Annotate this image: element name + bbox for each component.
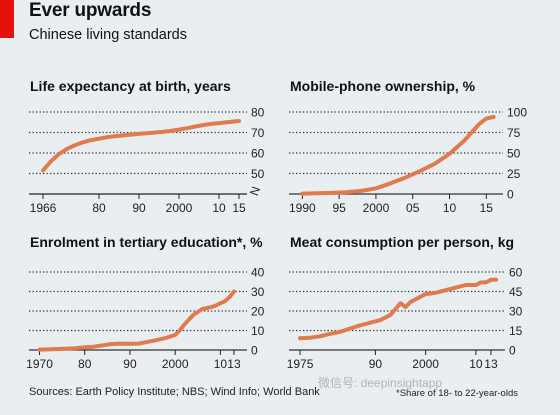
x-tick-label: 10 — [443, 201, 457, 215]
axis-break-marker: N — [247, 185, 263, 198]
x-tick-label: 80 — [78, 357, 92, 371]
x-tick-label: 95 — [332, 201, 346, 215]
x-tick-label: 2000 — [162, 357, 189, 371]
y-tick-label: 30 — [251, 285, 265, 299]
x-tick-label: 2000 — [166, 201, 193, 215]
footnote: *Share of 18- to 22-year-olds — [396, 388, 518, 399]
y-tick-label: 0 — [507, 188, 514, 202]
y-tick-label: 20 — [251, 305, 265, 319]
chart-life-expectancy: 50 60 70 80 N 1966 80 90 2000 10 15 — [29, 106, 265, 215]
watermark: 微信号: deepinsightapp — [318, 376, 443, 390]
chart-meat-consumption: 0 15 30 45 60 1975 90 2000 10 13 — [287, 266, 523, 372]
x-tick-label: 1966 — [30, 201, 57, 215]
panel-meat-consumption: Meat consumption per person, kg 0 15 30 45 6… — [287, 228, 533, 378]
y-tick-label: 40 — [251, 266, 265, 280]
x-tick-label: 05 — [406, 201, 420, 215]
y-tick-label: 80 — [251, 106, 265, 120]
x-tick-label: 80 — [92, 201, 106, 215]
x-tick-label: 2000 — [412, 357, 439, 371]
y-tick-label: 25 — [507, 167, 521, 181]
y-tick-label: 0 — [251, 344, 258, 358]
sources-note: Sources: Earth Policy Institute; NBS; Wi… — [29, 386, 320, 398]
x-tick-label: 1970 — [26, 357, 53, 371]
x-tick-label: 90 — [369, 357, 383, 371]
series-line — [41, 119, 241, 173]
x-tick-label: 90 — [123, 357, 137, 371]
figure-subtitle: Chinese living standards — [29, 27, 187, 43]
y-tick-label: 30 — [509, 305, 523, 319]
x-tick-label: 1975 — [287, 357, 314, 371]
series-line — [37, 289, 236, 352]
series-line — [298, 277, 498, 341]
x-tick-label: 13 — [227, 357, 241, 371]
panel-tertiary-education: Enrolment in tertiary education*, % 0 10 2… — [26, 228, 277, 378]
y-tick-label: 100 — [507, 106, 527, 120]
x-tick-label: 15 — [232, 201, 246, 215]
x-tick-label: 10 — [212, 201, 226, 215]
y-tick-label: 15 — [509, 324, 523, 338]
y-tick-label: 75 — [507, 126, 521, 140]
x-tick-label: 13 — [484, 357, 498, 371]
x-tick-label: 15 — [480, 201, 494, 215]
x-tick-label: 10 — [214, 357, 228, 371]
y-tick-label: 60 — [509, 266, 523, 280]
brand-accent-bar — [0, 0, 14, 38]
y-tick-label: 45 — [509, 285, 523, 299]
figure-title: Ever upwards — [29, 0, 152, 21]
panel-title-life-expectancy: Life expectancy at birth, years — [30, 78, 231, 94]
panel-title-tertiary-education: Enrolment in tertiary education*, % — [30, 234, 263, 250]
series-line — [300, 114, 496, 196]
x-tick-label: 90 — [132, 201, 146, 215]
x-tick-label: 2000 — [363, 201, 390, 215]
y-tick-label: 70 — [251, 126, 265, 140]
x-tick-label: 1990 — [289, 201, 316, 215]
y-tick-label: 10 — [251, 324, 265, 338]
x-tick-label: 10 — [469, 357, 483, 371]
panel-title-meat-consumption: Meat consumption per person, kg — [290, 234, 515, 250]
panel-life-expectancy: Life expectancy at birth, years 50 60 70 80… — [29, 72, 277, 222]
panel-title-mobile-phone: Mobile-phone ownership, % — [290, 78, 476, 94]
y-tick-label: 50 — [507, 147, 521, 161]
chart-mobile-phone: 0 25 50 75 100 1990 95 2000 05 10 15 — [289, 106, 527, 215]
panel-mobile-phone: Mobile-phone ownership, % 0 25 50 75 100 1990… — [289, 72, 533, 222]
y-tick-label: 0 — [509, 344, 516, 358]
y-tick-label: 60 — [251, 147, 265, 161]
y-tick-label: 50 — [251, 167, 265, 181]
